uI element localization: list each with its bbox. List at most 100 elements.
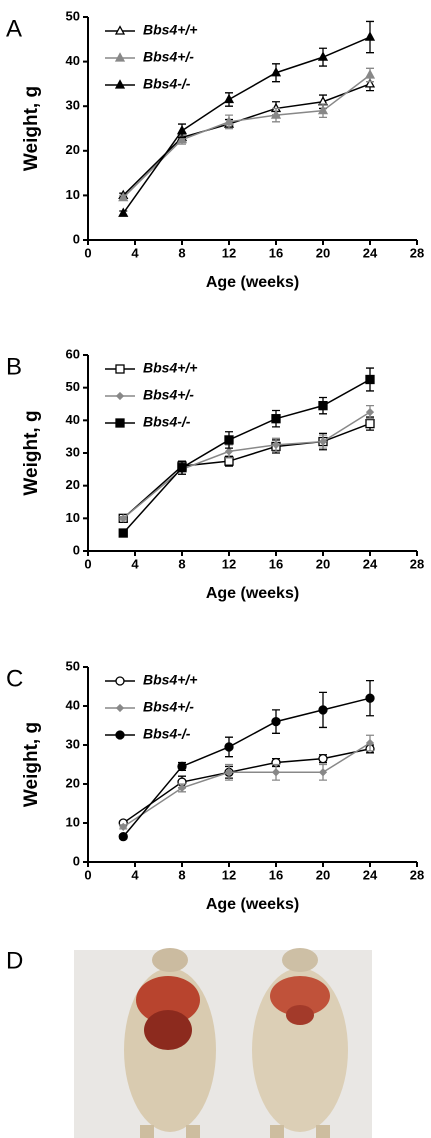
- data-point: [318, 754, 328, 764]
- y-tick-label: 10: [66, 187, 80, 202]
- data-point: [365, 418, 375, 429]
- data-point: [364, 31, 376, 41]
- legend-label: Bbs4-/-: [143, 414, 191, 430]
- legend-marker: [114, 25, 126, 35]
- legend-label: Bbs4-/-: [143, 726, 191, 742]
- data-point: [119, 514, 128, 523]
- series-line: [122, 83, 371, 196]
- data-point: [271, 716, 281, 727]
- legend-label: Bbs4+/-: [143, 699, 194, 715]
- x-tick-label: 16: [269, 556, 283, 571]
- legend-label: Bbs4+/+: [143, 360, 197, 376]
- x-tick-label: 4: [131, 556, 139, 571]
- x-tick-label: 0: [84, 867, 91, 882]
- x-tick-label: 28: [410, 556, 424, 571]
- y-tick-label: 30: [66, 98, 80, 113]
- data-point: [271, 768, 281, 777]
- data-point: [271, 440, 281, 449]
- legend-marker: [114, 79, 126, 89]
- y-tick-label: 0: [73, 231, 80, 246]
- panel-label: B: [6, 353, 22, 380]
- data-point: [365, 738, 375, 748]
- chart: B 0 10 20 30 40 50 60 0 4 8 12 16 20 24 28 Age (weeks) We…: [6, 346, 424, 602]
- legend-marker: [115, 418, 125, 428]
- data-point: [223, 116, 235, 126]
- data-point: [365, 408, 375, 417]
- data-point: [176, 124, 188, 135]
- legend-marker: [115, 676, 125, 686]
- x-tick-label: 28: [410, 867, 424, 882]
- data-point: [224, 742, 234, 752]
- legend-label: Bbs4-/-: [143, 76, 191, 92]
- x-tick-label: 12: [222, 867, 236, 882]
- x-tick-label: 12: [222, 245, 236, 260]
- x-axis-title: Age (weeks): [206, 896, 299, 913]
- data-point: [365, 693, 375, 703]
- x-tick-label: 20: [316, 245, 330, 260]
- data-point: [224, 435, 234, 445]
- y-tick-label: 30: [66, 736, 80, 751]
- x-tick-label: 4: [131, 867, 139, 882]
- x-tick-label: 16: [269, 867, 283, 882]
- series-line: [122, 422, 371, 519]
- data-point: [317, 51, 329, 61]
- data-point: [318, 768, 328, 777]
- series-line: [122, 378, 371, 534]
- x-tick-label: 4: [131, 245, 139, 260]
- data-point: [118, 191, 129, 202]
- y-tick-label: 50: [66, 658, 80, 673]
- data-point: [118, 832, 128, 842]
- x-axis-title: Age (weeks): [206, 274, 299, 291]
- photo: [74, 948, 372, 1138]
- y-tick-label: 0: [73, 542, 80, 557]
- data-point: [118, 528, 128, 538]
- y-tick-label: 20: [66, 477, 80, 492]
- y-tick-label: 40: [66, 412, 80, 427]
- x-tick-label: 0: [84, 556, 91, 571]
- data-point: [177, 463, 187, 473]
- y-tick-label: 20: [66, 775, 80, 790]
- data-point: [365, 374, 375, 385]
- data-point: [270, 109, 282, 119]
- y-axis-title: Weight, g: [21, 86, 42, 171]
- y-tick-label: 40: [66, 697, 80, 712]
- series-line: [122, 748, 371, 824]
- panel-label: D: [6, 947, 23, 974]
- y-tick-label: 50: [66, 379, 80, 394]
- data-point: [223, 93, 235, 104]
- y-tick-label: 30: [66, 444, 80, 459]
- data-point: [364, 69, 376, 79]
- panel-label: C: [6, 665, 23, 692]
- series-line: [122, 742, 371, 828]
- x-tick-label: 24: [363, 556, 378, 571]
- x-tick-label: 20: [316, 867, 330, 882]
- chart: A 0 10 20 30 40 50 0 4 8 12 16 20 24 28 Age (weeks) Weig…: [6, 8, 424, 291]
- y-tick-label: 10: [66, 510, 80, 525]
- legend-marker: [114, 52, 126, 62]
- x-tick-label: 24: [363, 867, 378, 882]
- data-point: [177, 761, 187, 772]
- legend-label: Bbs4+/-: [143, 387, 194, 403]
- legend-label: Bbs4+/-: [143, 49, 194, 65]
- data-point: [224, 447, 234, 456]
- data-point: [364, 78, 376, 88]
- x-tick-label: 8: [178, 556, 185, 571]
- mouse-left: [124, 948, 216, 1138]
- y-tick-label: 50: [66, 8, 80, 23]
- data-point: [318, 437, 328, 446]
- mouse-right: [252, 948, 348, 1138]
- data-point: [318, 705, 328, 715]
- legend-label: Bbs4+/+: [143, 672, 197, 688]
- x-tick-label: 20: [316, 556, 330, 571]
- y-tick-label: 60: [66, 346, 80, 361]
- legend-marker: [115, 364, 125, 374]
- x-tick-label: 28: [410, 245, 424, 260]
- data-point: [317, 104, 329, 115]
- y-axis-title: Weight, g: [21, 722, 42, 807]
- y-axis-title: Weight, g: [21, 410, 42, 495]
- series-line: [122, 36, 371, 214]
- x-tick-label: 0: [84, 245, 91, 260]
- x-tick-label: 24: [363, 245, 378, 260]
- data-point: [271, 414, 281, 424]
